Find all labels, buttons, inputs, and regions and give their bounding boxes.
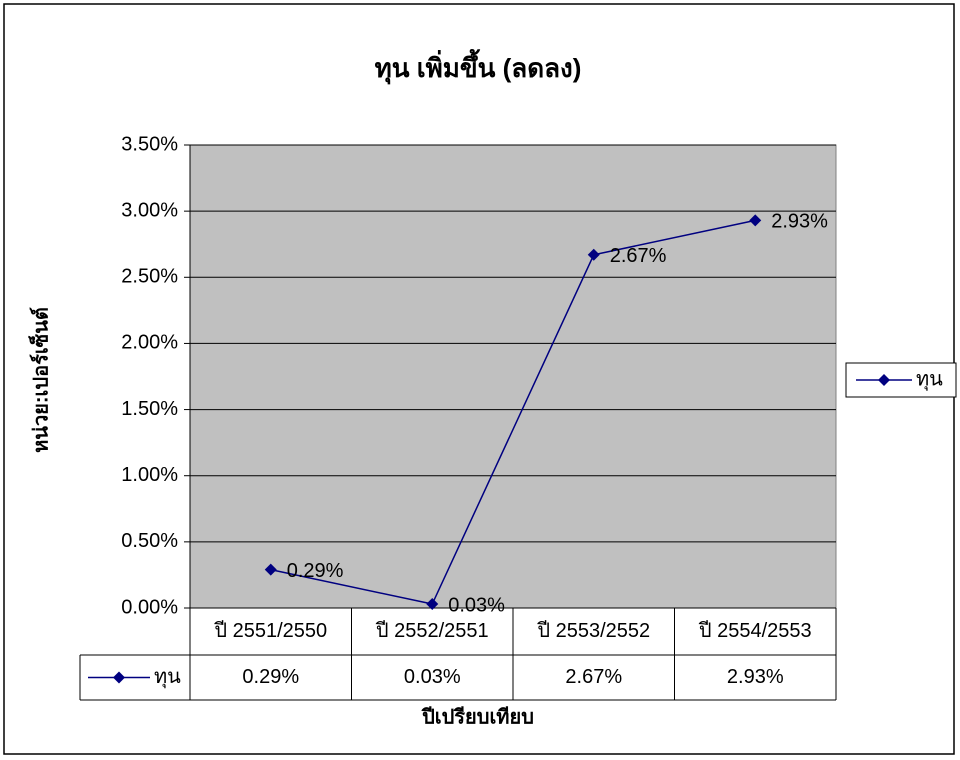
chart-title: ทุน เพิ่มขึ้น (ลดลง) bbox=[375, 48, 582, 85]
data-point bbox=[749, 214, 762, 227]
legend-key-marker bbox=[113, 671, 125, 684]
legend-key-marker bbox=[878, 374, 890, 386]
y-axis-label: หน่วย:เปอร์เซ็นต์ bbox=[27, 307, 52, 453]
y-tick-label: 1.00% bbox=[121, 464, 178, 486]
y-tick-label: 0.50% bbox=[121, 530, 178, 552]
x-tick-label: ปี 2552/2551 bbox=[376, 620, 489, 642]
data-point bbox=[264, 563, 277, 576]
data-label: 0.29% bbox=[287, 560, 344, 582]
data-label: 0.03% bbox=[448, 594, 505, 616]
data-point bbox=[426, 598, 439, 611]
y-tick-label: 0.00% bbox=[121, 596, 178, 618]
table-row-label: ทุน bbox=[154, 666, 181, 689]
x-axis-label: ปีเปรียบเทียบ bbox=[421, 705, 534, 728]
y-tick-label: 1.50% bbox=[121, 398, 178, 420]
table-cell: 2.93% bbox=[727, 666, 784, 688]
data-label: 2.67% bbox=[610, 245, 667, 267]
y-tick-label: 2.00% bbox=[121, 332, 178, 354]
series-line bbox=[270, 219, 756, 605]
x-tick-label: ปี 2551/2550 bbox=[214, 620, 327, 642]
plot-area bbox=[189, 144, 837, 609]
legend-label: ทุน bbox=[916, 368, 943, 391]
y-tick-label: 3.50% bbox=[121, 133, 178, 155]
table-cell: 2.67% bbox=[565, 666, 622, 688]
data-point bbox=[587, 248, 600, 261]
y-tick-label: 3.00% bbox=[121, 199, 178, 221]
table-cell: 0.29% bbox=[242, 666, 299, 688]
y-tick-label: 2.50% bbox=[121, 266, 178, 288]
x-tick-label: ปี 2554/2553 bbox=[699, 620, 812, 642]
table-cell: 0.03% bbox=[404, 666, 461, 688]
data-label: 2.93% bbox=[771, 211, 828, 233]
x-tick-label: ปี 2553/2552 bbox=[537, 620, 650, 642]
